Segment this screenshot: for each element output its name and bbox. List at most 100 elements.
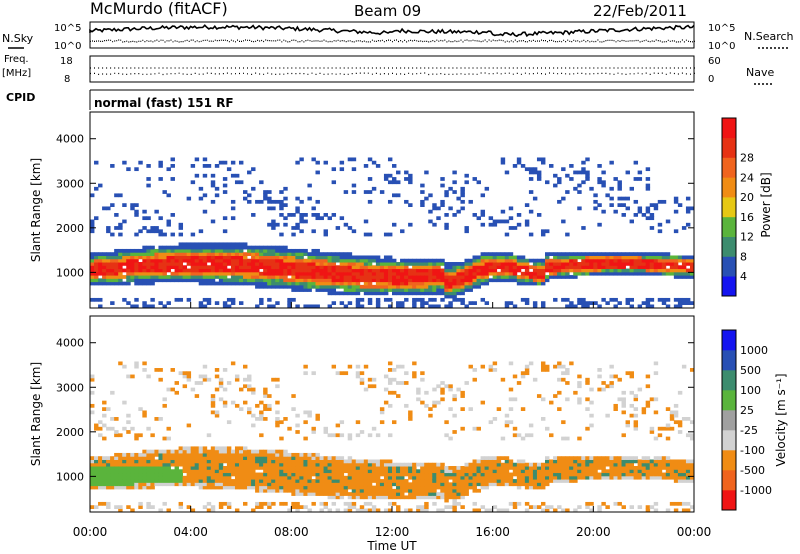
power-cell	[186, 245, 192, 250]
velocity-cell	[263, 456, 268, 460]
velocity-cell	[448, 436, 453, 441]
velocity-cell	[247, 377, 252, 382]
velocity-cell	[496, 469, 502, 474]
velocity-cell	[295, 492, 300, 496]
velocity-cell	[170, 469, 175, 474]
velocity-cell	[214, 387, 220, 392]
velocity-cell	[641, 407, 647, 411]
velocity-cell	[210, 452, 216, 457]
velocity-cell	[359, 475, 365, 480]
power-cell	[130, 271, 135, 276]
velocity-cell	[150, 449, 155, 454]
velocity-cell	[400, 488, 405, 493]
velocity-cell	[649, 462, 655, 467]
power-cell	[351, 265, 357, 270]
power-cell	[649, 203, 655, 207]
power-cell	[379, 281, 385, 286]
power-cell	[114, 258, 119, 263]
power-cell	[94, 271, 99, 276]
power-cell	[315, 288, 320, 292]
power-cell	[387, 288, 393, 292]
power-cell	[226, 248, 232, 253]
power-cell	[464, 258, 469, 263]
power-cell	[311, 248, 316, 253]
colorbar-swatch	[722, 236, 736, 257]
power-cell	[440, 297, 445, 302]
power-cell	[158, 265, 163, 270]
power-cell	[234, 262, 240, 266]
velocity-cell	[524, 364, 530, 369]
power-cell	[182, 278, 188, 283]
power-cell	[295, 262, 300, 266]
power-cell	[279, 262, 284, 266]
velocity-cell	[102, 466, 107, 470]
velocity-cell	[573, 479, 578, 483]
velocity-cell	[536, 466, 542, 470]
power-cell	[609, 268, 614, 273]
velocity-cell	[569, 479, 574, 483]
velocity-cell	[263, 394, 268, 398]
velocity-cell	[251, 466, 256, 470]
power-cell	[206, 275, 212, 279]
velocity-cell	[476, 482, 481, 487]
power-cell	[190, 265, 196, 270]
power-cell	[150, 226, 155, 230]
velocity-cell	[669, 501, 675, 506]
velocity-cell	[343, 475, 349, 480]
power-cell	[222, 190, 228, 194]
velocity-cell	[621, 462, 626, 467]
velocity-cell	[404, 462, 409, 467]
power-cell	[573, 268, 578, 273]
velocity-cell	[267, 449, 272, 454]
power-cell	[198, 229, 204, 234]
velocity-cell	[230, 469, 236, 474]
velocity-cell	[102, 469, 107, 474]
velocity-cell	[247, 410, 252, 415]
velocity-cell	[480, 459, 486, 464]
velocity-cell	[371, 508, 377, 513]
power-cell	[110, 265, 115, 270]
power-cell	[315, 170, 320, 175]
power-cell	[154, 252, 159, 256]
velocity-cell	[645, 374, 651, 379]
velocity-cell	[464, 485, 469, 490]
velocity-cell	[170, 452, 175, 457]
power-cell	[319, 258, 324, 263]
power-cell	[279, 278, 284, 283]
velocity-cell	[396, 466, 401, 470]
velocity-cell	[291, 492, 296, 496]
velocity-cell	[641, 459, 647, 464]
power-cell	[234, 252, 240, 256]
velocity-cell	[625, 423, 630, 428]
velocity-cell	[255, 452, 260, 457]
power-cell	[379, 284, 385, 289]
velocity-cell	[190, 449, 196, 454]
velocity-cell	[150, 479, 155, 483]
velocity-cell	[545, 466, 550, 470]
power-cell	[315, 216, 320, 221]
power-cell	[202, 297, 208, 302]
velocity-cell	[609, 374, 614, 379]
power-cell	[202, 258, 208, 263]
velocity-cell	[512, 482, 518, 487]
velocity-cell	[106, 472, 111, 477]
power-cell	[549, 252, 554, 256]
power-cell	[565, 262, 570, 266]
power-cell	[323, 255, 328, 260]
power-cell	[295, 255, 300, 260]
power-cell	[287, 278, 292, 283]
velocity-cell	[379, 459, 385, 464]
power-cell	[625, 271, 630, 276]
velocity-cell	[371, 469, 377, 474]
power-cell	[218, 252, 224, 256]
velocity-cell	[488, 368, 494, 372]
velocity-cell	[500, 479, 506, 483]
velocity-cell	[186, 472, 192, 477]
power-cell	[255, 248, 260, 253]
power-cell	[158, 229, 163, 234]
velocity-cell	[452, 469, 457, 474]
velocity-cell	[323, 485, 328, 490]
velocity-cell	[516, 466, 522, 470]
power-cell	[565, 271, 570, 276]
power-cell	[291, 275, 296, 279]
